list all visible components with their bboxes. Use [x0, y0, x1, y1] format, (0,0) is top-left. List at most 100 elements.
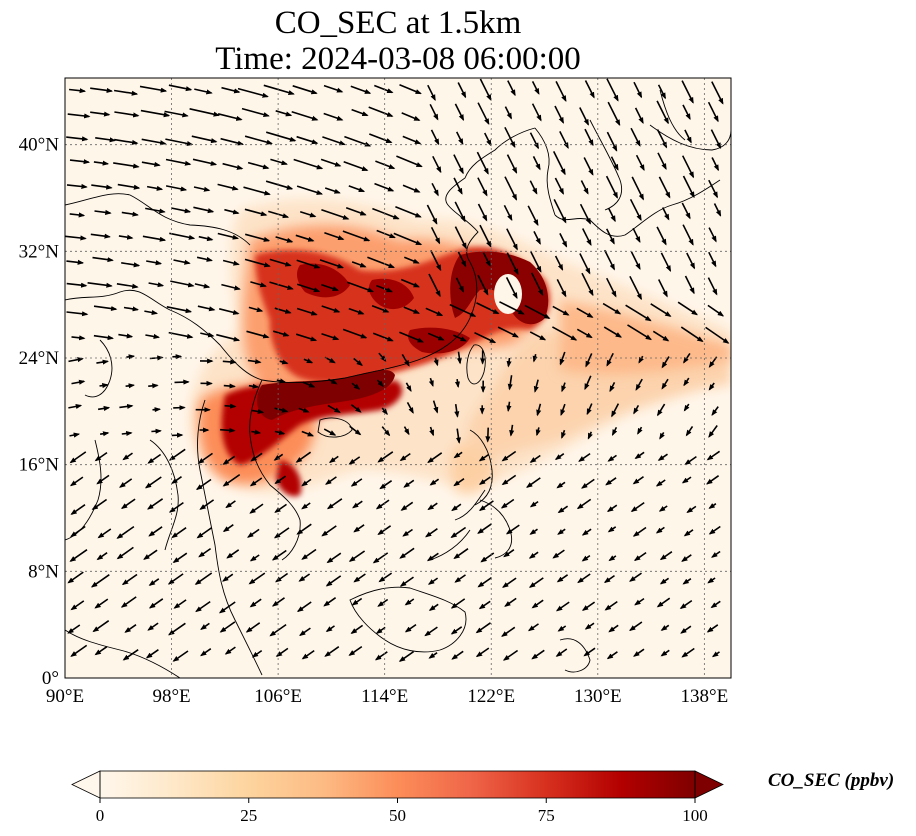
wind-arrow [659, 577, 670, 585]
wind-arrow [94, 451, 108, 462]
wind-arrow [296, 307, 318, 316]
wind-arrow [321, 332, 340, 341]
wind-arrow [301, 502, 311, 510]
wind-arrow [402, 184, 421, 193]
wind-arrow [638, 355, 644, 364]
wind-arrow [454, 574, 466, 583]
wind-arrow [265, 131, 297, 142]
wind-arrow [265, 180, 294, 190]
wind-arrow [425, 307, 444, 317]
wind-arrow [581, 478, 595, 489]
wind-arrow [168, 501, 184, 513]
wind-arrow [475, 622, 491, 634]
wind-arrow [145, 649, 159, 659]
wind-arrow [96, 359, 109, 365]
figure-title: CO_SEC at 1.5km [274, 5, 522, 41]
wind-arrow [217, 183, 239, 191]
wind-arrow [680, 326, 704, 343]
wind-arrow [581, 528, 592, 536]
wind-arrow [482, 252, 491, 268]
wind-arrow [656, 597, 671, 608]
wind-arrow [661, 207, 670, 221]
wind-arrow [652, 330, 670, 342]
wind-arrow [321, 283, 340, 291]
wind-arrow [148, 526, 163, 537]
wind-arrow [250, 452, 263, 462]
wind-arrow [430, 129, 440, 146]
wind-arrow [69, 476, 84, 487]
wind-arrow [124, 624, 137, 633]
wind-arrow [148, 598, 164, 609]
wind-arrow [69, 212, 86, 218]
lat-tick-label: 8°N [28, 561, 59, 582]
wind-arrow [403, 256, 420, 264]
wind-arrow [560, 403, 566, 417]
wind-arrow [657, 152, 667, 170]
wind-arrow [169, 232, 196, 240]
wind-arrow [191, 135, 218, 144]
wind-arrow [122, 452, 133, 461]
wind-arrow [322, 136, 346, 146]
wind-arrow [247, 358, 262, 365]
wind-arrow [93, 160, 110, 166]
wind-arrow [141, 138, 167, 146]
wind-arrow [113, 162, 140, 169]
wind-arrow [275, 110, 293, 117]
wind-arrow [272, 330, 290, 337]
wind-arrow [535, 427, 541, 437]
co-field [65, 78, 731, 678]
wind-arrow [165, 138, 194, 146]
wind-arrow [302, 381, 316, 388]
wind-arrow [381, 426, 391, 437]
lon-tick-label: 98°E [152, 686, 190, 707]
wind-arrow [483, 132, 492, 147]
wind-arrow [526, 477, 541, 488]
wind-arrow [477, 203, 488, 222]
wind-arrow [99, 383, 109, 389]
wind-arrow [220, 137, 245, 146]
wind-arrow [299, 210, 317, 218]
wind-arrow [633, 405, 640, 415]
colorbar-gradient [100, 771, 695, 798]
wind-arrow [706, 475, 720, 485]
wind-arrow [351, 382, 361, 390]
wind-arrow [171, 476, 182, 484]
wind-arrow [607, 526, 617, 533]
wind-arrow [504, 106, 513, 120]
wind-arrow [66, 183, 88, 189]
wind-arrow [576, 498, 592, 510]
wind-arrow [403, 426, 410, 436]
wind-arrow [216, 333, 241, 342]
wind-arrow [552, 326, 578, 341]
wind-arrow [323, 112, 344, 121]
coastlines [65, 89, 731, 678]
lat-axis: 40°N 32°N 24°N 16°N 8°N 0° [19, 135, 60, 689]
wind-arrow [244, 135, 273, 145]
wind-arrow [345, 207, 367, 216]
wind-arrow [196, 526, 213, 539]
wind-arrow [506, 228, 518, 251]
wind-arrow [478, 453, 490, 462]
wind-arrow [635, 154, 645, 172]
wind-arrow [635, 378, 643, 391]
wind-arrow [121, 211, 139, 217]
wind-arrow [605, 277, 617, 298]
wind-arrow [222, 259, 240, 266]
wind-arrow [579, 253, 591, 275]
wind-arrow [140, 109, 171, 118]
wind-arrow [681, 476, 692, 484]
wind-arrow [199, 499, 215, 510]
wind-arrow [168, 448, 186, 461]
wind-arrow [219, 621, 236, 633]
wind-arrow [222, 162, 244, 170]
wind-arrow [342, 328, 368, 339]
wind-arrow [656, 100, 669, 125]
wind-arrow [353, 573, 366, 583]
wind-arrow [376, 229, 396, 239]
wind-arrow [509, 424, 515, 437]
wind-arrow [477, 576, 492, 588]
wind-arrow [427, 84, 436, 102]
wind-arrow [502, 649, 519, 661]
wind-arrow [351, 597, 363, 606]
wind-arrow [711, 157, 720, 172]
